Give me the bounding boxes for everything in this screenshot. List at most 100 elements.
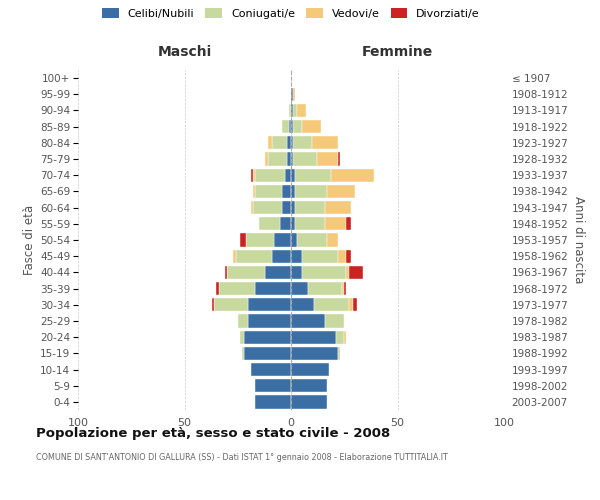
Bar — [291, 266, 302, 279]
Text: Popolazione per età, sesso e stato civile - 2008: Popolazione per età, sesso e stato civil… — [36, 428, 390, 440]
Bar — [293, 88, 295, 101]
Bar — [259, 217, 280, 230]
Bar — [342, 282, 344, 295]
Bar — [291, 250, 302, 263]
Bar — [284, 168, 291, 182]
Bar — [291, 330, 336, 344]
Bar — [295, 185, 327, 198]
Bar — [265, 152, 268, 166]
Bar — [238, 314, 248, 328]
Y-axis label: Anni di nascita: Anni di nascita — [572, 196, 585, 284]
Bar — [302, 266, 346, 279]
Bar — [344, 330, 346, 344]
Bar — [280, 217, 291, 230]
Bar — [327, 185, 355, 198]
Bar — [293, 104, 298, 117]
Bar — [253, 201, 283, 214]
Bar — [302, 250, 338, 263]
Bar — [283, 120, 289, 134]
Bar — [272, 136, 287, 149]
Bar — [217, 282, 218, 295]
Bar — [313, 136, 338, 149]
Bar — [298, 104, 306, 117]
Bar — [283, 185, 291, 198]
Bar — [289, 104, 291, 117]
Bar — [291, 282, 308, 295]
Bar — [255, 379, 291, 392]
Bar — [240, 234, 246, 246]
Bar — [291, 152, 293, 166]
Bar — [255, 396, 291, 408]
Bar — [287, 152, 291, 166]
Text: COMUNE DI SANT'ANTONIO DI GALLURA (SS) - Dati ISTAT 1° gennaio 2008 - Elaborazio: COMUNE DI SANT'ANTONIO DI GALLURA (SS) -… — [36, 452, 448, 462]
Bar — [344, 282, 346, 295]
Bar — [295, 201, 325, 214]
Bar — [236, 250, 272, 263]
Bar — [240, 330, 244, 344]
Bar — [331, 168, 374, 182]
Bar — [291, 201, 295, 214]
Text: Femmine: Femmine — [362, 44, 433, 59]
Bar — [353, 298, 357, 312]
Bar — [346, 266, 349, 279]
Bar — [295, 168, 331, 182]
Bar — [325, 314, 344, 328]
Bar — [291, 396, 327, 408]
Bar — [251, 363, 291, 376]
Bar — [265, 266, 291, 279]
Bar — [246, 234, 274, 246]
Bar — [212, 298, 214, 312]
Bar — [349, 266, 364, 279]
Bar — [291, 185, 295, 198]
Bar — [325, 201, 350, 214]
Bar — [283, 201, 291, 214]
Bar — [244, 330, 291, 344]
Bar — [253, 168, 255, 182]
Bar — [268, 152, 287, 166]
Bar — [248, 298, 291, 312]
Bar — [295, 217, 325, 230]
Bar — [291, 234, 298, 246]
Bar — [291, 88, 293, 101]
Bar — [291, 298, 314, 312]
Bar — [251, 168, 253, 182]
Bar — [244, 346, 291, 360]
Bar — [291, 168, 295, 182]
Bar — [314, 298, 349, 312]
Bar — [302, 120, 321, 134]
Bar — [227, 266, 265, 279]
Bar — [255, 282, 291, 295]
Bar — [268, 136, 272, 149]
Bar — [349, 298, 353, 312]
Bar — [242, 346, 244, 360]
Bar — [272, 250, 291, 263]
Bar — [233, 250, 236, 263]
Bar — [325, 217, 346, 230]
Bar — [248, 314, 291, 328]
Bar — [287, 136, 291, 149]
Bar — [225, 266, 227, 279]
Bar — [255, 185, 283, 198]
Bar — [291, 346, 338, 360]
Bar — [291, 120, 293, 134]
Bar — [214, 298, 248, 312]
Bar — [293, 152, 317, 166]
Bar — [291, 379, 327, 392]
Legend: Celibi/Nubili, Coniugati/e, Vedovi/e, Divorziati/e: Celibi/Nubili, Coniugati/e, Vedovi/e, Di… — [100, 6, 482, 21]
Bar — [291, 314, 325, 328]
Bar — [317, 152, 338, 166]
Bar — [338, 250, 346, 263]
Y-axis label: Fasce di età: Fasce di età — [23, 205, 36, 275]
Bar — [291, 217, 295, 230]
Bar — [255, 168, 284, 182]
Bar — [291, 136, 293, 149]
Bar — [274, 234, 291, 246]
Bar — [253, 185, 255, 198]
Text: Maschi: Maschi — [157, 44, 212, 59]
Bar — [346, 217, 350, 230]
Bar — [346, 250, 350, 263]
Bar — [293, 120, 302, 134]
Bar — [338, 346, 340, 360]
Bar — [289, 120, 291, 134]
Bar — [218, 282, 255, 295]
